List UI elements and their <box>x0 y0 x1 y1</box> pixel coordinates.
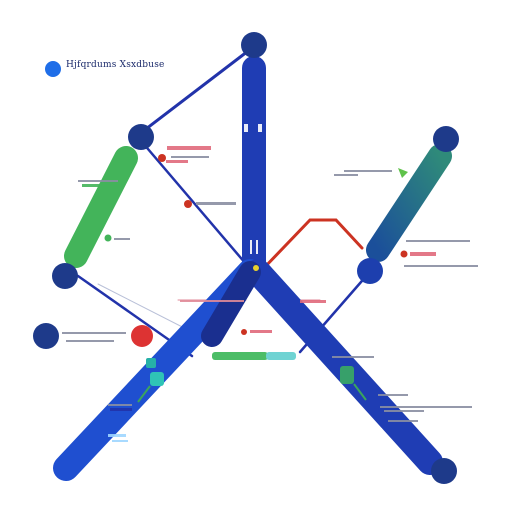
pins <box>137 168 408 403</box>
node-left-far[interactable] <box>33 323 59 349</box>
label-mark <box>166 160 188 163</box>
label-mark <box>82 184 102 187</box>
label-mark <box>196 202 236 205</box>
label-mark <box>108 434 126 437</box>
node-top[interactable] <box>241 32 267 58</box>
label-mark <box>180 300 244 302</box>
node-right-upper[interactable] <box>433 126 459 152</box>
node-red[interactable] <box>131 325 153 347</box>
label-mark <box>250 240 252 254</box>
label-mark <box>334 174 358 176</box>
teal-bar-right <box>366 144 452 262</box>
nodes <box>33 32 459 484</box>
label-mark <box>114 238 130 240</box>
label-mark <box>332 356 374 358</box>
green-arrow-right <box>398 168 408 178</box>
node-left-mid[interactable] <box>52 263 78 289</box>
label-marks <box>62 124 478 442</box>
node-small-red-c <box>241 329 247 335</box>
label-mark <box>171 156 209 158</box>
green-pin-stem <box>137 385 151 403</box>
teal-pin-left <box>146 358 156 368</box>
node-small-green <box>104 234 112 242</box>
label-mark <box>258 124 262 132</box>
node-small-red-d <box>400 250 408 258</box>
connector-red-bridge <box>260 218 364 272</box>
label-mark <box>167 146 211 150</box>
label-mark <box>62 332 126 334</box>
label-mark <box>66 340 114 342</box>
label-mark <box>244 124 248 132</box>
label-mark <box>378 394 408 396</box>
teal-bar-center <box>266 352 296 360</box>
green-pin-right-stem <box>353 383 367 401</box>
legend-label: Hjfqrdums Xsxdbuse <box>66 60 165 70</box>
green-bar-center <box>212 352 268 360</box>
node-bottom-right[interactable] <box>431 458 457 484</box>
node-right-mid[interactable] <box>357 258 383 284</box>
teal-pin-left-b <box>150 372 164 386</box>
green-bar-left <box>64 146 138 268</box>
label-mark <box>404 265 478 267</box>
branch-inner-shade <box>201 261 261 347</box>
label-mark <box>344 170 392 172</box>
label-mark <box>380 406 472 408</box>
label-mark <box>378 428 382 432</box>
label-mark <box>250 330 272 333</box>
label-mark <box>78 180 118 182</box>
side-bars <box>64 144 452 360</box>
label-mark <box>108 404 132 406</box>
connector-top-left <box>140 46 254 134</box>
node-small-red-b <box>184 200 192 208</box>
green-pin-right <box>340 366 354 384</box>
label-mark <box>410 252 436 256</box>
label-mark <box>388 420 418 422</box>
node-left-upper[interactable] <box>128 124 154 150</box>
label-mark <box>110 408 132 411</box>
connector-left-inner <box>140 140 248 266</box>
label-mark <box>384 410 424 412</box>
label-mark <box>406 240 470 242</box>
legend-marker-icon <box>45 61 61 77</box>
label-mark <box>300 300 326 303</box>
node-small-red-a <box>158 154 166 162</box>
node-small-yellow <box>253 265 259 271</box>
label-mark <box>112 440 128 442</box>
label-mark <box>256 240 258 254</box>
